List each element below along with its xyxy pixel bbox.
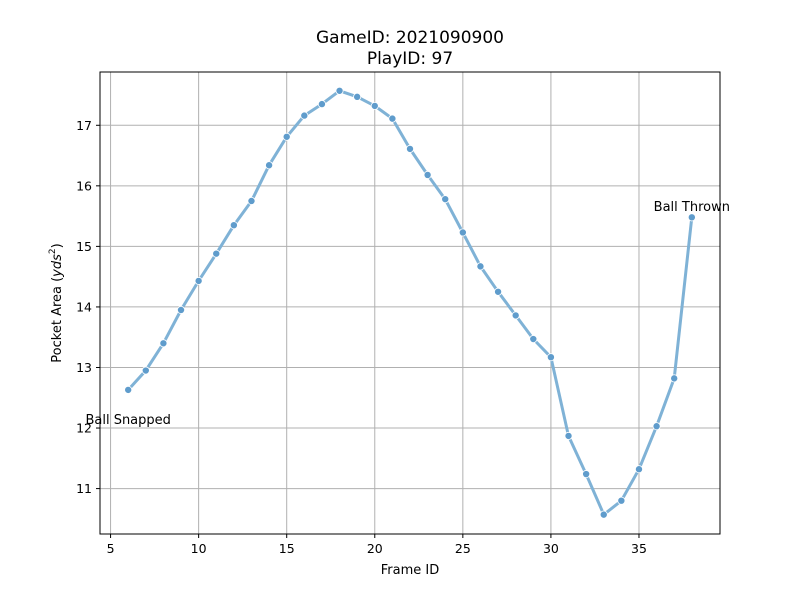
series-line: [126, 89, 694, 517]
y-tick-label: 16: [76, 178, 92, 193]
y-tick-label: 12: [76, 421, 92, 436]
data-point: [317, 100, 326, 109]
data-point: [617, 496, 626, 505]
y-tick-label: 15: [76, 239, 92, 254]
plot-frame: [99, 71, 721, 535]
data-point: [458, 228, 467, 237]
annotations-layer: Ball Snapped Ball Thrown: [85, 200, 730, 428]
series-layer: [124, 86, 696, 519]
y-tick-label: 14: [76, 299, 92, 314]
data-point: [564, 431, 573, 440]
data-point: [652, 422, 661, 431]
annotation-label: Ball Snapped: [85, 413, 170, 428]
annotation-label: Ball Thrown: [654, 200, 730, 215]
x-tick-label: 20: [367, 541, 383, 556]
y-tick-label: 13: [76, 360, 92, 375]
x-tick-label: 25: [455, 541, 471, 556]
data-point: [634, 465, 643, 474]
x-tick-label: 35: [631, 541, 647, 556]
x-tick-label: 15: [279, 541, 295, 556]
chart-title-line1: GameID: 2021090900: [316, 28, 504, 48]
data-point: [388, 114, 397, 123]
data-point: [670, 374, 679, 383]
data-point: [335, 86, 344, 95]
data-point: [353, 92, 362, 101]
data-point: [441, 195, 450, 204]
y-tick-label: 11: [76, 481, 92, 496]
data-point: [229, 221, 238, 230]
y-axis-label-unit: yds: [50, 254, 65, 278]
ticks-layer: 5 10 15 20 25 30 35 11 12 13 14 15 16 17: [76, 118, 647, 556]
x-tick-label: 5: [107, 541, 115, 556]
data-point: [265, 161, 274, 170]
data-point: [511, 311, 520, 320]
data-point: [529, 335, 538, 344]
data-point: [687, 213, 696, 222]
data-point: [159, 339, 168, 348]
grid-lines: [100, 72, 720, 534]
x-tick-label: 30: [543, 541, 559, 556]
data-point: [177, 305, 186, 314]
data-point: [212, 249, 221, 258]
data-point: [247, 196, 256, 205]
data-point: [599, 510, 608, 519]
data-point: [282, 132, 291, 141]
data-point: [546, 353, 555, 362]
x-tick-label: 10: [191, 541, 207, 556]
y-axis-label-exp: 2: [48, 248, 58, 254]
y-tick-label: 17: [76, 118, 92, 133]
data-point: [582, 470, 591, 479]
y-axis-label-main: Pocket Area (: [50, 277, 65, 363]
chart-title-line2: PlayID: 97: [367, 49, 453, 69]
data-point: [141, 366, 150, 375]
data-point: [476, 262, 485, 271]
y-axis-label-close: ): [50, 243, 65, 248]
x-axis-label: Frame ID: [381, 563, 439, 578]
data-point: [370, 101, 379, 110]
data-point: [194, 276, 203, 285]
y-axis-label: Pocket Area (yds2): [48, 243, 65, 362]
data-point: [423, 170, 432, 179]
data-point: [124, 385, 133, 394]
data-point: [405, 144, 414, 153]
data-point: [494, 287, 503, 296]
data-point: [300, 111, 309, 120]
